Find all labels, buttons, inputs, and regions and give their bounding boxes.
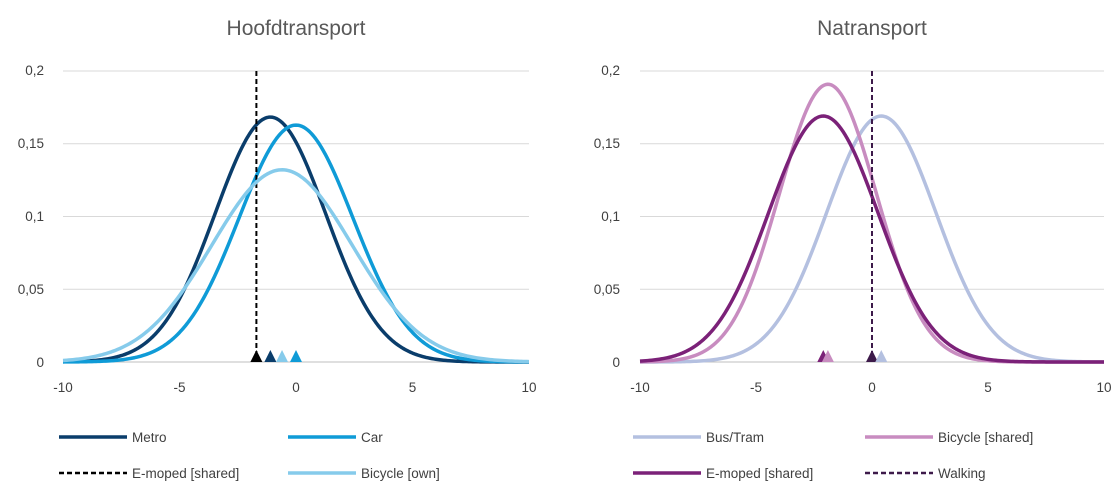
mean-marker: [276, 350, 289, 362]
legend: Bus/Tram Bicycle [shared] E-moped [share…: [633, 430, 1033, 481]
x-tick-label: 10: [521, 380, 536, 395]
series-line-bicycle-own: [62, 168, 530, 364]
legend-item-bicycle-own: Bicycle [own]: [288, 466, 440, 481]
x-tick-label: -10: [630, 380, 650, 395]
x-tick-labels: -10 -5 0 5 10: [630, 380, 1111, 395]
legend-label: Car: [361, 430, 383, 445]
x-tick-label: 0: [868, 380, 876, 395]
mean-marker: [290, 350, 302, 362]
x-tick-label: -5: [173, 380, 185, 395]
legend-label: Bus/Tram: [706, 430, 764, 445]
mean-marker: [866, 350, 878, 362]
y-tick-label: 0,1: [601, 209, 620, 224]
legend-label: Bicycle [own]: [361, 466, 440, 481]
x-tick-label: 5: [409, 380, 417, 395]
legend-label: Bicycle [shared]: [938, 430, 1033, 445]
y-tick-label: 0,05: [594, 282, 620, 297]
legend-item-car: Car: [288, 430, 383, 445]
chart-title: Hoofdtransport: [227, 17, 366, 40]
x-tick-label: 10: [1096, 380, 1111, 395]
y-tick-label: 0,15: [594, 136, 620, 151]
chart-hoofdtransport: Hoofdtransport 0 0,05 0,1 0,15 0,2 -10 -…: [18, 17, 537, 481]
legend-item-e-moped-shared: E-moped [shared]: [59, 466, 239, 481]
x-tick-label: 5: [984, 380, 992, 395]
x-tick-label: -10: [53, 380, 73, 395]
series-line-e-moped-shared: [639, 114, 1104, 364]
series-line-metro: [62, 115, 529, 364]
y-tick-labels: 0 0,05 0,1 0,15 0,2: [18, 63, 44, 370]
legend-item-walking: Walking: [865, 466, 986, 481]
mean-marker: [875, 350, 888, 362]
legend-label: E-moped [shared]: [132, 466, 239, 481]
legend-label: E-moped [shared]: [706, 466, 813, 481]
chart-title: Natransport: [817, 17, 927, 40]
chart-natransport: Natransport 0 0,05 0,1 0,15 0,2 -10 -5 0…: [594, 17, 1112, 481]
y-tick-label: 0,2: [601, 63, 620, 78]
y-tick-label: 0,15: [18, 136, 44, 151]
x-tick-labels: -10 -5 0 5 10: [53, 380, 536, 395]
mean-marker: [264, 350, 277, 362]
y-tick-label: 0,2: [25, 63, 44, 78]
plot-area: [62, 70, 530, 364]
legend: Metro Car E-moped [shared] Bicycle [own]: [59, 430, 440, 481]
x-tick-label: 0: [292, 380, 300, 395]
y-tick-labels: 0 0,05 0,1 0,15 0,2: [594, 63, 620, 370]
x-tick-label: -5: [750, 380, 762, 395]
mean-marker: [821, 350, 834, 362]
legend-item-e-moped-shared: E-moped [shared]: [633, 466, 813, 481]
y-tick-label: 0,05: [18, 282, 44, 297]
legend-item-bicycle-shared: Bicycle [shared]: [865, 430, 1033, 445]
plot-area: [639, 70, 1105, 364]
mean-marker: [250, 350, 263, 362]
y-tick-label: 0: [612, 355, 620, 370]
legend-label: Metro: [132, 430, 167, 445]
legend-item-bus-tram: Bus/Tram: [633, 430, 764, 445]
legend-label: Walking: [938, 466, 986, 481]
series-line-car: [62, 123, 530, 364]
y-tick-label: 0,1: [25, 209, 44, 224]
legend-item-metro: Metro: [59, 430, 167, 445]
y-tick-label: 0: [36, 355, 44, 370]
